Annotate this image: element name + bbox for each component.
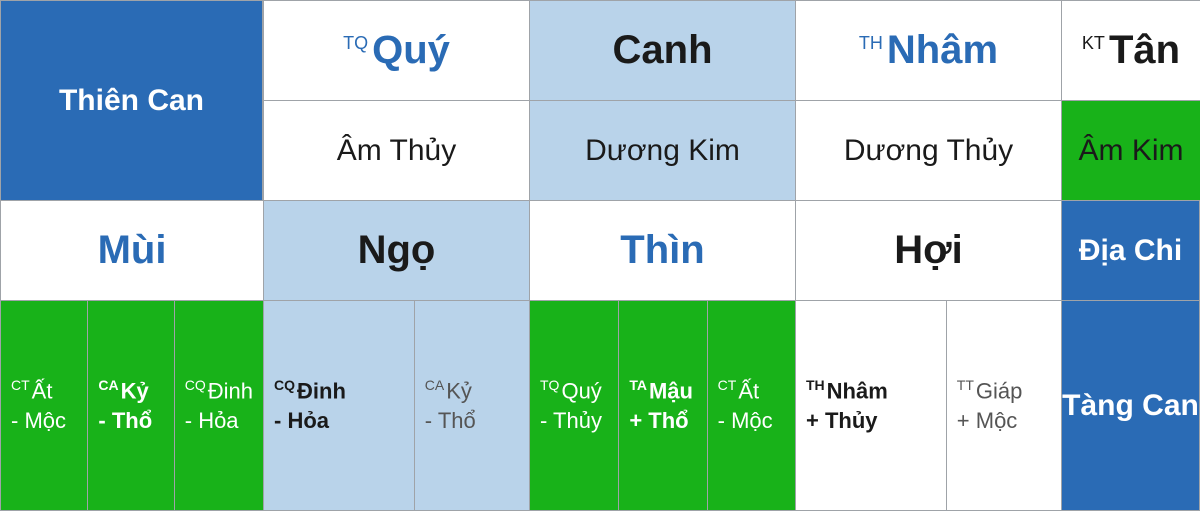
tang-can-elem-2-0: - Thủy [540,406,602,436]
tang-can-stem-1-1: Kỷ [446,378,472,403]
thien-can-stem-1: Canh [613,28,713,72]
thien-can-stem-3: Tân [1109,28,1180,72]
dia-chi-cell-2: Thìn [529,200,795,300]
tang-can-stem-0-0: Ất [32,378,53,403]
dia-chi-text-2: Thìn [620,228,704,273]
tang-can-column-2: TQQuý - Thủy TAMậu + Thổ CTẤt - Mộc [529,300,795,511]
tang-can-stem-0-2: Đinh [208,378,253,403]
tang-can-cell-2-0: TQQuý - Thủy [530,301,618,510]
thien-can-prefix-3: KT [1082,33,1105,53]
bazi-chart: TQQuýCanhTHNhâmKTTânThiên CanÂm ThủyDươn… [0,0,1200,511]
tang-can-sup-2-0: TQ [540,377,559,393]
tang-can-elem-2-1: + Thổ [629,406,688,436]
tang-can-sup-0-1: CA [98,377,118,393]
tang-can-sup-0-2: CQ [185,377,206,393]
dia-chi-cell-1: Ngọ [263,200,529,300]
tang-can-elem-0-2: - Hỏa [185,406,239,436]
dia-chi-cell-0: Mùi [0,200,263,300]
row-label-dia-chi-text: Địa Chi [1079,234,1182,268]
tang-can-stem-1-0: Đinh [297,378,346,403]
element-cell-2: Dương Thủy [795,100,1061,200]
tang-can-elem-3-1: + Mộc [957,406,1018,436]
element-cell-0: Âm Thủy [263,100,529,200]
tang-can-cell-3-1: TTGiáp + Mộc [946,301,1061,510]
tang-can-elem-2-2: - Mộc [718,406,773,436]
tang-can-sup-2-2: CT [718,377,737,393]
element-text-3: Âm Kim [1079,134,1184,168]
tang-can-stem-0-1: Kỷ [121,378,149,403]
tang-can-sup-3-0: TH [806,377,825,393]
tang-can-stem-3-1: Giáp [976,378,1022,403]
thien-can-cell-1: Canh [529,0,795,100]
tang-can-stem-2-1: Mậu [649,378,693,403]
row-label-tang-can: Tàng Can [1061,300,1200,511]
thien-can-cell-3: KTTân [1061,0,1200,100]
row-label-thien-can: Thiên Can [0,0,263,200]
tang-can-column-1: CQĐinh - Hỏa CAKỷ - Thổ [263,300,529,511]
tang-can-sup-1-1: CA [425,377,444,393]
tang-can-stem-2-2: Ất [738,378,759,403]
tang-can-elem-0-0: - Mộc [11,406,66,436]
tang-can-sup-2-1: TA [629,377,647,393]
element-text-0: Âm Thủy [337,134,457,168]
tang-can-cell-2-2: CTẤt - Mộc [707,301,795,510]
tang-can-cell-3-0: THNhâm + Thủy [796,301,946,510]
element-cell-3: Âm Kim [1061,100,1200,200]
tang-can-stem-3-0: Nhâm [827,378,888,403]
tang-can-cell-2-1: TAMậu + Thổ [618,301,706,510]
tang-can-stem-2-0: Quý [561,378,601,403]
thien-can-stem-2: Nhâm [887,28,998,72]
thien-can-prefix-0: TQ [343,33,368,53]
tang-can-elem-1-1: - Thổ [425,406,476,436]
row-label-tang-can-text: Tàng Can [1062,386,1199,425]
dia-chi-cell-3: Hợi [795,200,1061,300]
tang-can-sup-0-0: CT [11,377,30,393]
thien-can-cell-0: TQQuý [263,0,529,100]
element-text-1: Dương Kim [585,134,740,168]
tang-can-elem-0-1: - Thổ [98,406,152,436]
tang-can-elem-3-0: + Thủy [806,406,878,436]
tang-can-cell-1-0: CQĐinh - Hỏa [264,301,414,510]
thien-can-prefix-2: TH [859,33,883,53]
tang-can-cell-0-0: CTẤt - Mộc [1,301,87,510]
tang-can-cell-1-1: CAKỷ - Thổ [414,301,529,510]
row-label-thien-can-text: Thiên Can [59,82,204,120]
tang-can-sup-1-0: CQ [274,377,295,393]
tang-can-column-3: THNhâm + Thủy TTGiáp + Mộc [795,300,1061,511]
dia-chi-text-1: Ngọ [358,228,436,273]
element-cell-1: Dương Kim [529,100,795,200]
dia-chi-text-3: Hợi [894,228,962,273]
element-text-2: Dương Thủy [844,134,1013,168]
tang-can-cell-0-2: CQĐinh - Hỏa [174,301,263,510]
thien-can-stem-0: Quý [372,28,450,72]
dia-chi-text-0: Mùi [98,228,167,273]
tang-can-elem-1-0: - Hỏa [274,406,329,436]
tang-can-column-0: CTẤt - Mộc CAKỷ - Thổ CQĐinh - Hỏa [0,300,263,511]
tang-can-sup-3-1: TT [957,377,974,393]
tang-can-cell-0-1: CAKỷ - Thổ [87,301,173,510]
row-label-dia-chi: Địa Chi [1061,200,1200,300]
thien-can-cell-2: THNhâm [795,0,1061,100]
